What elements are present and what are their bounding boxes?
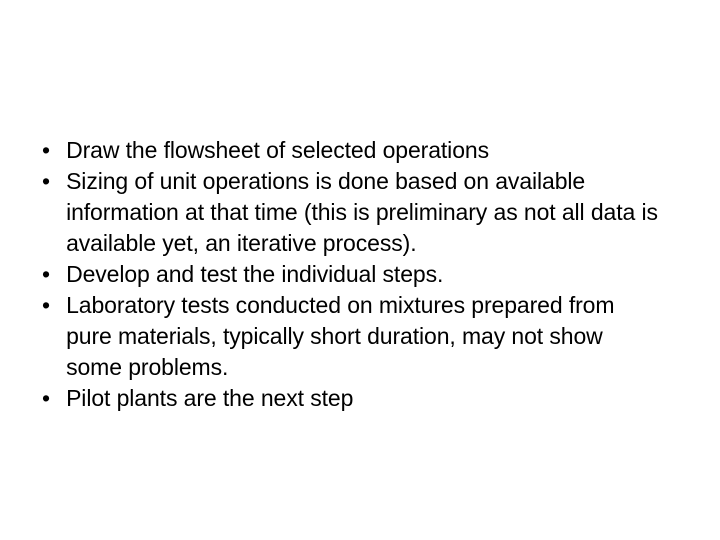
list-item: • Laboratory tests conducted on mixtures…: [42, 290, 660, 383]
list-item-text: Laboratory tests conducted on mixtures p…: [66, 290, 660, 383]
bullet-icon: •: [42, 290, 50, 321]
bullet-icon: •: [42, 383, 50, 414]
list-item-text: Pilot plants are the next step: [66, 383, 353, 414]
list-item-text: Develop and test the individual steps.: [66, 259, 443, 290]
list-item: • Draw the flowsheet of selected operati…: [42, 135, 660, 166]
list-item-text: Draw the flowsheet of selected operation…: [66, 135, 489, 166]
list-item: • Develop and test the individual steps.: [42, 259, 660, 290]
bullet-icon: •: [42, 166, 50, 197]
bullet-icon: •: [42, 259, 50, 290]
list-item-text: Sizing of unit operations is done based …: [66, 166, 660, 259]
list-item: • Sizing of unit operations is done base…: [42, 166, 660, 259]
bullet-icon: •: [42, 135, 50, 166]
list-item: • Pilot plants are the next step: [42, 383, 660, 414]
bullet-list: • Draw the flowsheet of selected operati…: [42, 135, 660, 414]
